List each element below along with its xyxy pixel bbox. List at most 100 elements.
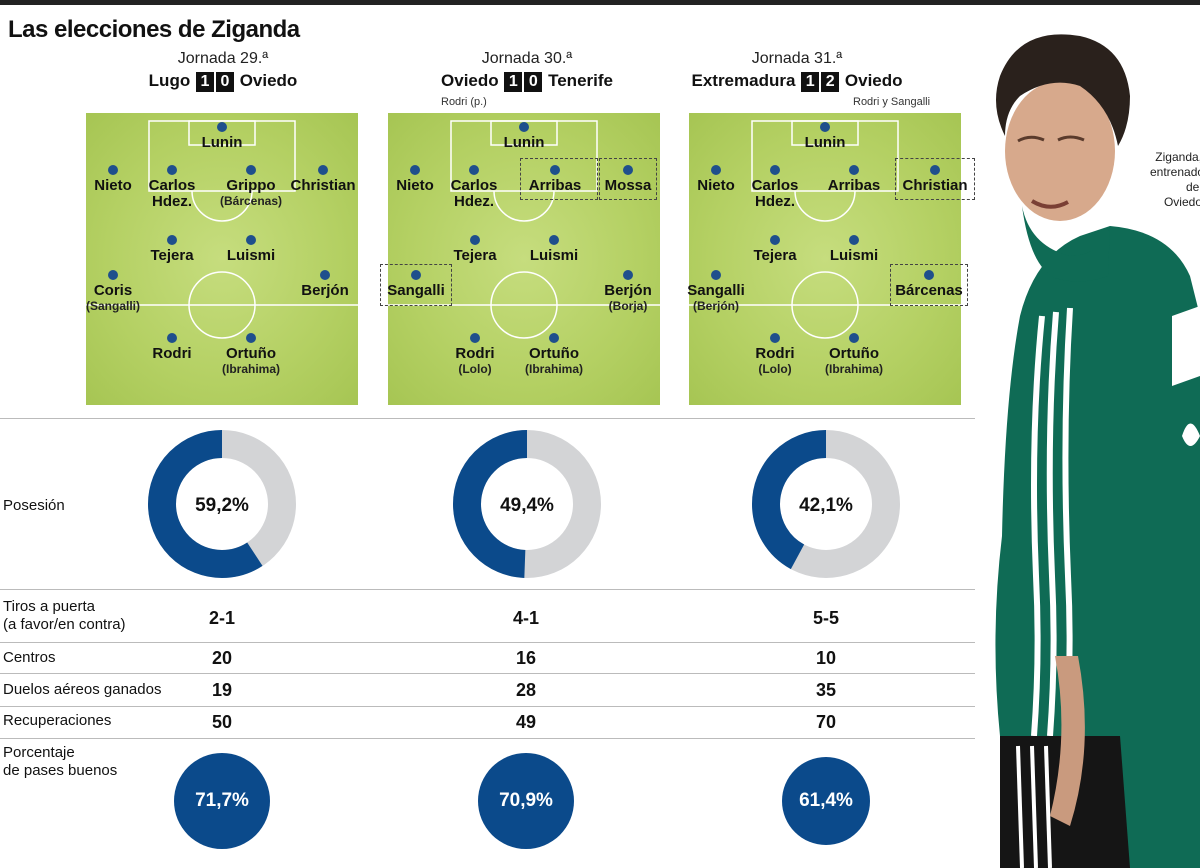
stat-recuperaciones-1: 50 — [211, 712, 233, 732]
row-divider — [0, 589, 975, 590]
jornada-label: Jornada 31.ª — [751, 50, 843, 67]
stat-centros-3: 10 — [815, 648, 837, 668]
player-dot — [770, 235, 780, 245]
player-name: Lunin — [804, 134, 846, 151]
player-name: Carlos — [148, 177, 196, 194]
player-name: Arribas — [827, 177, 881, 194]
row-label-line: Tiros a puerta — [3, 598, 95, 615]
player-sub: (Borja) — [608, 299, 648, 313]
player-sub: (Sangalli) — [85, 299, 140, 313]
stat-tiros-2: 4-1 — [512, 608, 539, 628]
player-name: Rodri — [755, 345, 795, 362]
player-name: Mossa — [604, 177, 652, 194]
player-gk: Lunin — [775, 122, 875, 151]
player-name: Carlos — [751, 177, 799, 194]
player-lb: Nieto — [365, 165, 465, 194]
player-rw: Berjón (Borja) — [578, 270, 678, 313]
player-dot — [549, 333, 559, 343]
player-name: Luismi — [829, 247, 879, 264]
player-dot — [770, 165, 780, 175]
stat-recuperaciones-3: 70 — [815, 712, 837, 732]
stat-centros-2: 16 — [515, 648, 537, 668]
player-name: Berjón — [604, 282, 652, 299]
player-cb-left: Carlos Hdez. — [122, 165, 222, 210]
player-rb: Mossa — [578, 165, 678, 194]
player-name: Carlos — [450, 177, 498, 194]
player-dot — [549, 235, 559, 245]
player-dot — [470, 333, 480, 343]
player-cm-left: Tejera — [725, 235, 825, 264]
player-name: Tejera — [150, 247, 194, 264]
player-dot — [167, 165, 177, 175]
row-divider — [0, 673, 975, 674]
donut-label: 42,1% — [799, 495, 853, 516]
player-name: Grippo — [226, 177, 276, 194]
player-name: Luismi — [529, 247, 579, 264]
donut-label: 49,4% — [500, 495, 554, 516]
scorers: Rodri y Sangalli — [853, 96, 931, 108]
player-name: Arribas — [528, 177, 582, 194]
pass-pct-circle-3: 61,4% — [782, 757, 870, 845]
player-name: Tejera — [453, 247, 497, 264]
player-dot — [167, 333, 177, 343]
home-goals: 1 — [195, 72, 214, 92]
player-cm-left: Tejera — [122, 235, 222, 264]
player-dot — [623, 165, 633, 175]
player-dot — [924, 270, 934, 280]
change-highlight — [890, 264, 968, 306]
player-lb: Nieto — [666, 165, 766, 194]
player-name: Nieto — [94, 177, 132, 194]
player-cb-right: Arribas — [804, 165, 904, 194]
player-cm-right: Luismi — [804, 235, 904, 264]
away-goals: 2 — [821, 72, 840, 92]
player-rw: Bárcenas — [879, 270, 979, 299]
player-dot — [711, 165, 721, 175]
player-dot — [318, 165, 328, 175]
player-dot — [470, 235, 480, 245]
home-team: Extremadura — [691, 71, 796, 90]
player-st-right: Ortuño (Ibrahima) — [504, 333, 604, 376]
player-dot — [770, 333, 780, 343]
row-label-line: de pases buenos — [3, 762, 118, 779]
row-label-recuperaciones: Recuperaciones — [3, 712, 112, 729]
player-cb-left: Carlos Hdez. — [725, 165, 825, 210]
player-dot — [217, 122, 227, 132]
player-sub: (Ibrahima) — [524, 362, 583, 376]
away-team: Tenerife — [548, 71, 613, 90]
row-divider — [0, 642, 975, 643]
player-dot — [930, 165, 940, 175]
player-sub: (Ibrahima) — [221, 362, 280, 376]
player-rb: Christian — [273, 165, 373, 194]
player-name: Ortuño — [829, 345, 879, 362]
player-name-2: Hdez. — [151, 193, 192, 210]
player-dot — [519, 122, 529, 132]
player-name: Tejera — [753, 247, 797, 264]
donut-possession-arc — [453, 430, 601, 578]
pitch-grass — [388, 113, 660, 405]
stat-centros-1: 20 — [211, 648, 233, 668]
player-name: Nieto — [697, 177, 735, 194]
stat-duelos-1: 19 — [211, 680, 233, 700]
player-sub: (Lolo) — [758, 362, 792, 376]
top-rule — [0, 0, 1200, 5]
jornada-label: Jornada 30.ª — [481, 50, 573, 67]
scorers: Rodri (p.) — [441, 96, 487, 108]
pitch-jornada-29: Lunin Nieto Carlos Hdez. Grippo (Bárcenas)… — [86, 113, 358, 405]
pass-pct-circle-2: 70,9% — [478, 753, 574, 849]
player-gk: Lunin — [172, 122, 272, 151]
away-goals: 0 — [215, 72, 234, 92]
player-lb: Nieto — [63, 165, 163, 194]
player-st-left: Rodri (Lolo) — [425, 333, 525, 376]
player-rw: Berjón — [275, 270, 375, 299]
player-dot — [108, 270, 118, 280]
player-dot — [849, 235, 859, 245]
stat-recuperaciones-2: 49 — [515, 712, 537, 732]
coach-photo — [995, 34, 1200, 868]
away-team: Oviedo — [844, 71, 903, 90]
player-lw: Sangalli (Berjón) — [666, 270, 766, 313]
change-highlight — [599, 158, 657, 200]
player-sub: (Berjón) — [693, 299, 739, 313]
caption-line: del Oviedo — [1163, 180, 1200, 209]
